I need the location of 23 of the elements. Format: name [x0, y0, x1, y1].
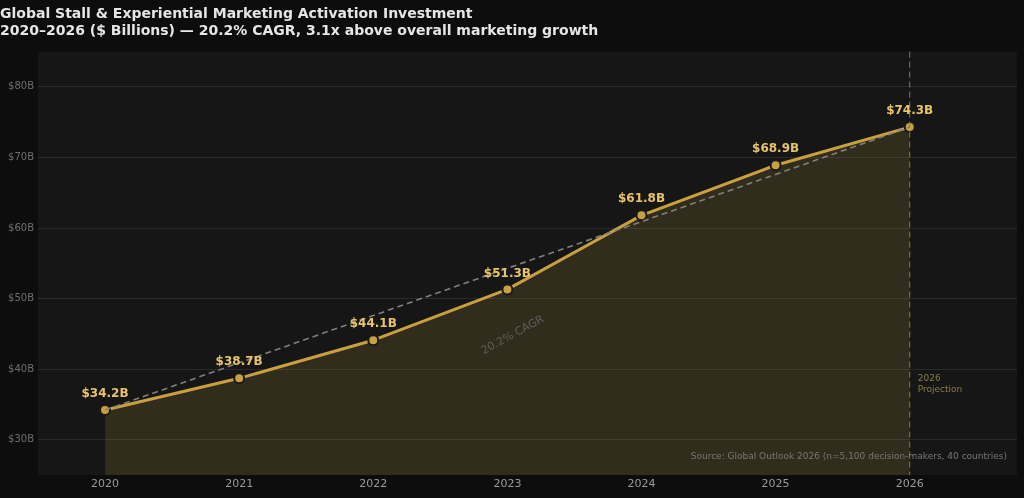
y-tick-label: $80B: [8, 80, 35, 92]
x-tick-label: 2023: [493, 477, 522, 491]
data-label: $51.3B: [483, 265, 531, 280]
x-tick-label: 2020: [91, 477, 120, 491]
annotation: Source: Global Outlook 2026 (n=5,100 decision-makers, 40 countries): [690, 451, 1007, 462]
y-tick-label: $50B: [8, 292, 35, 304]
x-tick-label: 2024: [627, 477, 656, 491]
y-tick-label: $40B: [8, 362, 35, 374]
y-tick-label: $60B: [8, 221, 35, 233]
x-tick-label: 2021: [225, 477, 254, 491]
y-tick-label: $70B: [8, 151, 35, 163]
data-label: $38.7B: [215, 354, 263, 369]
data-label: $34.2B: [81, 386, 129, 401]
x-tick-label: 2026: [895, 477, 924, 491]
x-tick-label: 2025: [761, 477, 790, 491]
y-tick-label: $30B: [8, 433, 35, 445]
data-label: $68.9B: [752, 141, 800, 156]
data-label: $44.1B: [349, 316, 397, 331]
ref-line-label: 2026 Projection: [917, 372, 963, 394]
x-tick-label: 2022: [359, 477, 388, 491]
data-label: $61.8B: [617, 191, 666, 206]
chart-title: Global Stall & Experiential Marketing Activation Investment 2020–2026 ($ Billions) — 20.2% CAGR, 3.1x above overall marketing growth: [0, 5, 599, 38]
data-label: $74.3B: [886, 103, 934, 118]
